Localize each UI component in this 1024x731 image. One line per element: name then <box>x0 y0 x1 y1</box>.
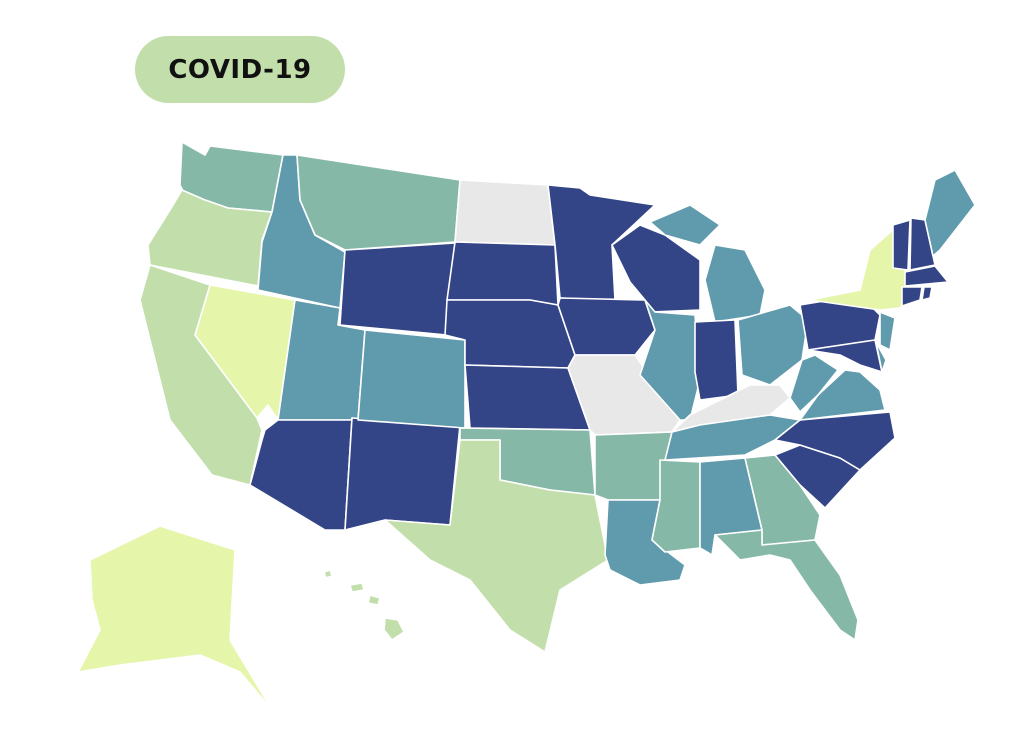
state <box>921 286 933 301</box>
state <box>77 525 273 711</box>
state <box>924 169 976 257</box>
state <box>357 329 466 429</box>
state <box>909 217 936 271</box>
state <box>892 219 911 271</box>
state <box>139 264 263 486</box>
state <box>901 286 923 307</box>
state <box>704 244 766 323</box>
state <box>384 439 609 653</box>
state <box>249 417 359 531</box>
state <box>557 297 656 356</box>
state <box>454 179 556 246</box>
state <box>367 594 381 606</box>
state <box>349 582 365 593</box>
state <box>651 459 701 553</box>
state <box>649 204 721 246</box>
state <box>904 265 949 287</box>
state <box>296 154 461 251</box>
state <box>694 319 739 401</box>
state <box>875 341 887 373</box>
state <box>383 617 405 641</box>
state <box>339 242 456 336</box>
state <box>446 241 559 306</box>
state <box>807 339 883 373</box>
badge-label: COVID-19 <box>168 54 312 85</box>
state <box>344 417 461 531</box>
state <box>714 529 859 641</box>
state <box>789 354 839 413</box>
badge: COVID-19 <box>135 36 345 103</box>
state <box>323 569 333 579</box>
state <box>444 299 576 369</box>
state <box>879 311 896 351</box>
state <box>664 414 801 461</box>
state <box>611 224 701 313</box>
